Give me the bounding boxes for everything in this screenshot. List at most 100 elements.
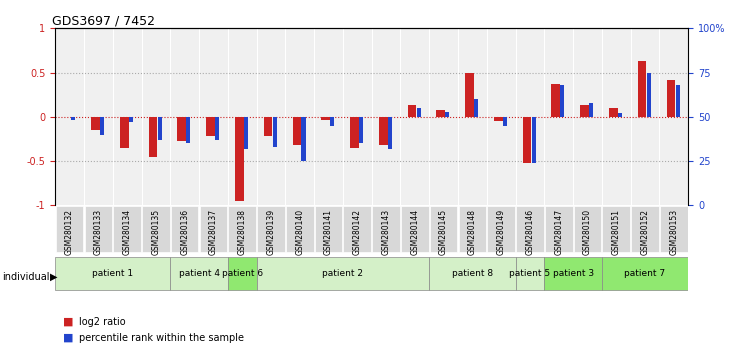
Text: GSM280141: GSM280141 xyxy=(324,209,333,255)
FancyBboxPatch shape xyxy=(257,257,429,290)
Text: GSM280137: GSM280137 xyxy=(209,209,218,255)
Text: patient 3: patient 3 xyxy=(553,269,594,278)
Bar xyxy=(292,117,301,145)
FancyBboxPatch shape xyxy=(602,257,688,290)
Text: ■: ■ xyxy=(63,333,73,343)
Bar xyxy=(71,117,75,120)
Text: GSM280134: GSM280134 xyxy=(123,209,132,255)
FancyBboxPatch shape xyxy=(631,206,659,252)
FancyBboxPatch shape xyxy=(199,206,227,252)
Text: GSM280136: GSM280136 xyxy=(180,209,189,255)
Bar xyxy=(186,117,191,143)
FancyBboxPatch shape xyxy=(545,257,602,290)
Bar xyxy=(91,117,100,130)
FancyBboxPatch shape xyxy=(430,206,457,252)
Bar xyxy=(244,117,248,149)
Bar xyxy=(129,117,133,122)
FancyBboxPatch shape xyxy=(171,206,199,252)
Text: percentile rank within the sample: percentile rank within the sample xyxy=(79,333,244,343)
Bar xyxy=(647,73,651,117)
Bar xyxy=(676,85,679,117)
Text: GSM280133: GSM280133 xyxy=(94,209,103,255)
Text: GSM280138: GSM280138 xyxy=(238,209,247,255)
FancyBboxPatch shape xyxy=(56,206,83,252)
FancyBboxPatch shape xyxy=(515,257,545,290)
Bar xyxy=(149,117,158,156)
FancyBboxPatch shape xyxy=(516,206,544,252)
Bar xyxy=(408,105,417,117)
FancyBboxPatch shape xyxy=(286,206,314,252)
Bar xyxy=(263,117,272,136)
FancyBboxPatch shape xyxy=(228,206,256,252)
Text: GSM280144: GSM280144 xyxy=(411,209,420,255)
Text: GSM280143: GSM280143 xyxy=(381,209,391,255)
Bar xyxy=(158,117,162,140)
Bar xyxy=(531,117,536,163)
Bar xyxy=(215,117,219,140)
FancyBboxPatch shape xyxy=(85,206,112,252)
Text: GSM280146: GSM280146 xyxy=(526,209,534,255)
FancyBboxPatch shape xyxy=(344,206,371,252)
Bar xyxy=(436,110,445,117)
Text: log2 ratio: log2 ratio xyxy=(79,317,126,327)
Text: individual: individual xyxy=(2,272,50,282)
Text: GDS3697 / 7452: GDS3697 / 7452 xyxy=(52,14,155,27)
Text: GSM280142: GSM280142 xyxy=(353,209,362,255)
Bar xyxy=(302,117,305,161)
Text: patient 1: patient 1 xyxy=(92,269,133,278)
FancyBboxPatch shape xyxy=(603,206,630,252)
Text: patient 4: patient 4 xyxy=(179,269,219,278)
Bar xyxy=(560,85,565,117)
FancyBboxPatch shape xyxy=(113,206,141,252)
FancyBboxPatch shape xyxy=(401,206,428,252)
FancyBboxPatch shape xyxy=(429,257,515,290)
Bar xyxy=(330,117,334,126)
Bar xyxy=(465,73,474,117)
Bar xyxy=(177,117,186,141)
Text: patient 2: patient 2 xyxy=(322,269,364,278)
Text: patient 7: patient 7 xyxy=(624,269,665,278)
Bar xyxy=(417,108,420,117)
Text: GSM280149: GSM280149 xyxy=(497,209,506,255)
Bar xyxy=(503,117,507,126)
Bar xyxy=(120,117,129,148)
Text: GSM280140: GSM280140 xyxy=(295,209,304,255)
FancyBboxPatch shape xyxy=(545,206,573,252)
Bar xyxy=(494,117,503,121)
FancyBboxPatch shape xyxy=(142,206,170,252)
FancyBboxPatch shape xyxy=(459,206,486,252)
Text: ▶: ▶ xyxy=(50,272,57,282)
FancyBboxPatch shape xyxy=(55,257,170,290)
Bar xyxy=(350,117,358,148)
Bar xyxy=(100,117,104,135)
Text: GSM280151: GSM280151 xyxy=(612,209,620,255)
Bar xyxy=(551,84,560,117)
Text: GSM280132: GSM280132 xyxy=(65,209,74,255)
Text: GSM280139: GSM280139 xyxy=(266,209,275,255)
FancyBboxPatch shape xyxy=(487,206,515,252)
Bar xyxy=(322,117,330,120)
FancyBboxPatch shape xyxy=(315,206,342,252)
Text: GSM280152: GSM280152 xyxy=(640,209,649,255)
Bar xyxy=(235,117,244,201)
Bar xyxy=(609,108,618,117)
Bar xyxy=(445,112,450,117)
FancyBboxPatch shape xyxy=(257,206,285,252)
FancyBboxPatch shape xyxy=(660,206,687,252)
Text: GSM280153: GSM280153 xyxy=(669,209,679,255)
Text: GSM280135: GSM280135 xyxy=(152,209,160,255)
Bar xyxy=(359,117,363,143)
Text: patient 6: patient 6 xyxy=(222,269,263,278)
Text: GSM280145: GSM280145 xyxy=(439,209,448,255)
FancyBboxPatch shape xyxy=(170,257,228,290)
FancyBboxPatch shape xyxy=(372,206,400,252)
Text: GSM280147: GSM280147 xyxy=(554,209,563,255)
Text: GSM280148: GSM280148 xyxy=(468,209,477,255)
Bar xyxy=(379,117,387,145)
Text: ■: ■ xyxy=(63,317,73,327)
Text: GSM280150: GSM280150 xyxy=(583,209,592,255)
FancyBboxPatch shape xyxy=(573,206,601,252)
Bar xyxy=(523,117,531,163)
Text: patient 8: patient 8 xyxy=(452,269,493,278)
Bar xyxy=(667,80,675,117)
